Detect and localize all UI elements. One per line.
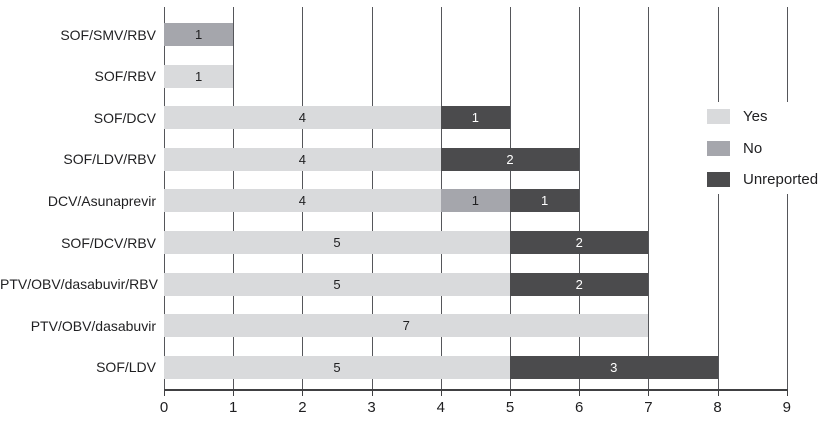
category-label: SOF/RBV [94,68,156,85]
x-tick-label-7: 7 [644,399,653,416]
gridline-8 [717,7,719,389]
x-tick-label-2: 2 [298,399,307,416]
x-tick-mark-3 [371,389,373,396]
category-label: SOF/SMV/RBV [60,26,156,43]
x-tick-mark-6 [579,389,581,396]
bar-segment-yes: 4 [164,106,441,130]
legend-swatch-no [707,140,730,156]
bar-segment-unreported: 1 [510,189,580,213]
category-label: SOF/LDV/RBV [63,151,156,168]
x-tick-mark-9 [786,389,788,396]
x-tick-label-9: 9 [782,399,791,416]
bar-segment-yes: 5 [164,231,510,254]
bar-segment-yes: 5 [164,355,510,379]
category-label: SOF/DCV/RBV [61,234,156,251]
legend-item-unreported: Unreported [700,171,822,188]
gridline-6 [579,7,581,389]
bar-segment-yes: 1 [164,64,234,88]
bar-segment-unreported: 2 [510,231,649,254]
category-label: SOF/LDV [96,359,156,376]
x-tick-label-0: 0 [159,399,169,416]
chart-legend: Yes No Unreported [700,102,822,194]
x-tick-label-4: 4 [436,399,445,416]
bar-segment-yes: 4 [164,189,441,213]
legend-label-unreported: Unreported [743,171,819,188]
x-tick-mark-8 [717,389,719,396]
x-tick-mark-4 [440,389,442,396]
category-label: DCV/Asunaprevir [47,192,156,209]
legend-label-yes: Yes [743,108,768,125]
gridline-9 [786,7,788,389]
category-label: PTV/OBV/dasabuvir/RBV [0,276,158,293]
bar-segment-yes: 7 [164,314,649,338]
x-tick-label-8: 8 [713,399,722,416]
legend-item-no: No [700,140,822,157]
bar-segment-yes: 5 [164,272,510,296]
bar-segment-no: 1 [164,23,234,46]
x-tick-mark-7 [648,389,650,396]
x-tick-mark-5 [510,389,511,396]
x-tick-label-3: 3 [367,399,376,416]
legend-label-no: No [743,139,763,157]
bar-segment-unreported: 2 [510,272,649,296]
category-label: SOF/DCV [93,109,156,126]
legend-swatch-yes [707,109,730,124]
x-tick-mark-0 [164,389,165,396]
bar-segment-unreported: 3 [510,355,718,379]
legend-item-yes: Yes [700,108,822,125]
bar-segment-no: 1 [440,189,510,213]
legend-swatch-unreported [707,172,730,187]
bar-segment-unreported: 1 [440,106,510,130]
bar-segment-yes: 4 [164,147,441,171]
x-tick-mark-2 [302,389,304,396]
gridline-7 [648,7,650,389]
x-tick-label-1: 1 [229,399,238,416]
category-label: PTV/OBV/dasabuvir [30,317,156,334]
x-tick-label-6: 6 [575,399,584,416]
bar-segment-unreported: 2 [440,147,580,171]
x-tick-mark-1 [233,389,235,396]
x-tick-label-5: 5 [505,399,515,416]
x-axis-line [164,389,788,391]
